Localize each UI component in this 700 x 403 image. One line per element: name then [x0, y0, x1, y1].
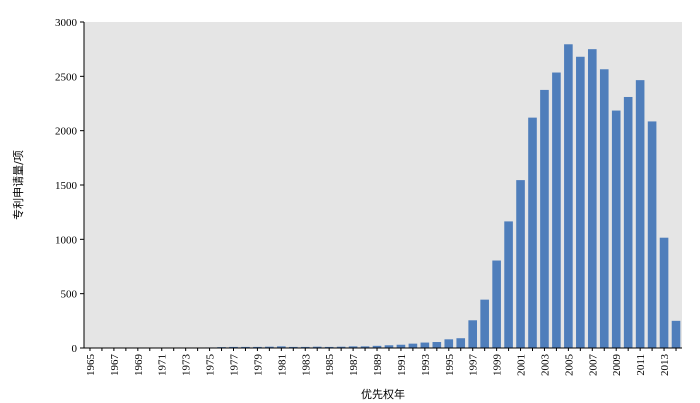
- x-tick-label: 1985: [324, 354, 336, 377]
- x-tick-label: 2005: [563, 354, 575, 377]
- x-tick-label: 1975: [205, 354, 217, 377]
- bar-2006: [576, 56, 585, 349]
- x-tick-label: 1999: [492, 354, 504, 377]
- bar-1986: [336, 346, 346, 348]
- x-tick-label: 1983: [300, 354, 312, 377]
- x-axis-ticks: 1965 1967 1969 1971 1973 1975 1977 1979 1981 1983…: [85, 348, 677, 377]
- bar-2001: [516, 180, 525, 348]
- x-tick-label: 1997: [468, 354, 480, 377]
- bar-1994: [432, 342, 442, 348]
- x-tick-label: 2001: [516, 354, 528, 376]
- bar-1999: [492, 260, 501, 348]
- y-tick-label: 0: [72, 343, 78, 355]
- bar-2008: [599, 69, 609, 349]
- y-tick-label: 3000: [55, 17, 78, 29]
- bar-1983: [300, 346, 310, 348]
- bar-2003: [540, 89, 549, 349]
- x-tick-label: 2013: [659, 354, 671, 377]
- bar-2014: [671, 320, 681, 348]
- y-axis-title: 专利申请量/项: [11, 150, 25, 220]
- x-tick-label: 1969: [133, 354, 145, 377]
- x-tick-label: 2011: [635, 354, 647, 376]
- y-tick-label: 2500: [55, 71, 78, 83]
- bar-1990: [384, 345, 394, 348]
- y-tick-label: 1000: [55, 234, 78, 246]
- bar-1996: [456, 338, 466, 348]
- x-tick-label: 1967: [109, 354, 121, 377]
- bar-2011: [635, 80, 645, 348]
- bar-1978: [241, 346, 250, 348]
- bar-1979: [253, 346, 262, 348]
- x-tick-label: 1965: [85, 354, 97, 377]
- bar-2007: [587, 49, 597, 349]
- bar-1988: [360, 346, 370, 348]
- bar-1989: [372, 345, 382, 348]
- bar-2012: [647, 121, 657, 349]
- y-axis-ticks: 0 500 1000 1500 2000 2500 3000: [55, 17, 84, 355]
- bar-1992: [408, 343, 418, 348]
- bar-1980: [265, 346, 274, 348]
- y-tick-label: 1500: [55, 180, 78, 192]
- bar-1995: [444, 339, 454, 348]
- bar-1982: [288, 346, 298, 348]
- bar-1987: [348, 346, 358, 348]
- bar-2005: [564, 44, 573, 348]
- x-tick-label: 1977: [229, 354, 241, 377]
- x-tick-label: 2007: [587, 354, 599, 377]
- x-tick-label: 1981: [276, 354, 288, 376]
- x-tick-label: 1979: [252, 354, 264, 377]
- bar-2009: [611, 110, 621, 348]
- bars-group: [85, 44, 681, 349]
- x-tick-label: 1987: [348, 354, 360, 377]
- y-tick-label: 2000: [55, 126, 78, 138]
- x-tick-label: 1995: [444, 354, 456, 377]
- x-tick-label: 1973: [181, 354, 193, 377]
- bar-2002: [528, 117, 537, 348]
- x-tick-label: 1991: [396, 354, 408, 376]
- bar-2004: [552, 72, 561, 348]
- bar-2013: [659, 237, 669, 348]
- bar-1991: [396, 344, 406, 348]
- bar-1981: [277, 346, 286, 348]
- x-tick-label: 2009: [611, 354, 623, 377]
- x-tick-label: 1971: [157, 354, 169, 376]
- bar-1997: [468, 320, 477, 348]
- bar-2010: [623, 96, 633, 348]
- x-axis-title: 优先权年: [361, 387, 405, 401]
- bar-1998: [480, 299, 489, 348]
- bar-1993: [420, 342, 430, 348]
- bar-1984: [312, 346, 322, 348]
- x-tick-label: 2003: [539, 354, 551, 377]
- x-tick-label: 1989: [372, 354, 384, 377]
- bar-1985: [324, 346, 334, 348]
- y-tick-label: 500: [61, 289, 78, 301]
- bar-2000: [504, 221, 513, 348]
- x-tick-label: 1993: [420, 354, 432, 377]
- bar-1977: [229, 346, 238, 348]
